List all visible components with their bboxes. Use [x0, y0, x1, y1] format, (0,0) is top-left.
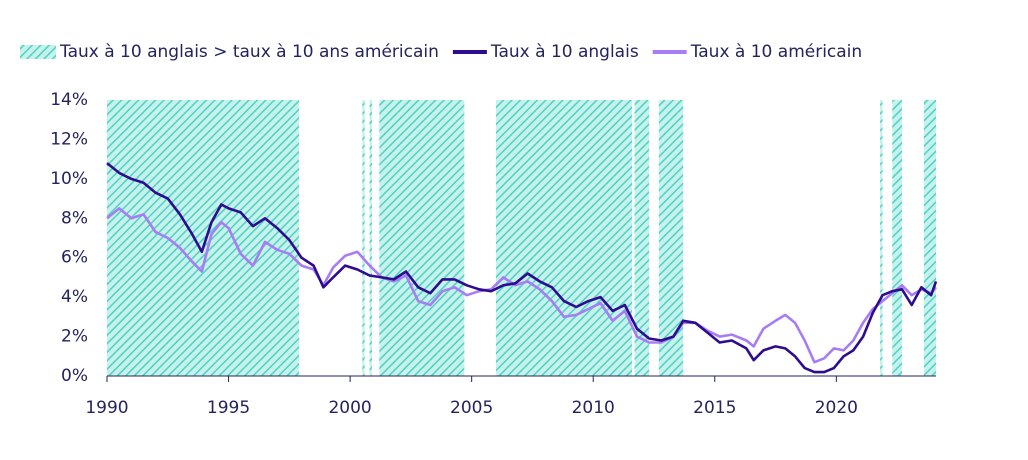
- y-tick-label: 2%: [61, 327, 88, 347]
- y-tick-label: 8%: [61, 208, 88, 228]
- series-line: [106, 162, 938, 374]
- x-tick-label: 1995: [207, 398, 250, 418]
- x-tick-label: 2020: [815, 398, 858, 418]
- shaded-period: [880, 100, 883, 376]
- shaded-period: [369, 100, 372, 376]
- y-tick-label: 12%: [50, 129, 88, 149]
- x-tick-label: 2010: [572, 398, 615, 418]
- shaded-period: [658, 100, 684, 376]
- y-tick-label: 4%: [61, 287, 88, 307]
- y-tick-label: 14%: [50, 90, 88, 110]
- x-tick-label: 2015: [693, 398, 736, 418]
- series-line: [106, 207, 938, 364]
- legend-label: Taux à 10 américain: [690, 42, 863, 62]
- shaded-period: [923, 100, 936, 376]
- shaded-period: [634, 100, 650, 376]
- shaded-period: [362, 100, 365, 376]
- y-tick-label: 0%: [61, 366, 88, 386]
- shaded-period: [892, 100, 902, 376]
- x-tick-label: 2000: [328, 398, 371, 418]
- shaded-period: [107, 100, 300, 376]
- y-tick-label: 6%: [61, 248, 88, 268]
- legend-swatch: [20, 45, 56, 59]
- y-tick-label: 10%: [50, 169, 88, 189]
- shaded-period: [379, 100, 465, 376]
- legend-label: Taux à 10 anglais > taux à 10 ans améric…: [59, 42, 439, 62]
- legend-label: Taux à 10 anglais: [490, 42, 639, 62]
- x-tick-label: 1990: [85, 398, 128, 418]
- shaded-period: [495, 100, 633, 376]
- x-tick-label: 2005: [450, 398, 493, 418]
